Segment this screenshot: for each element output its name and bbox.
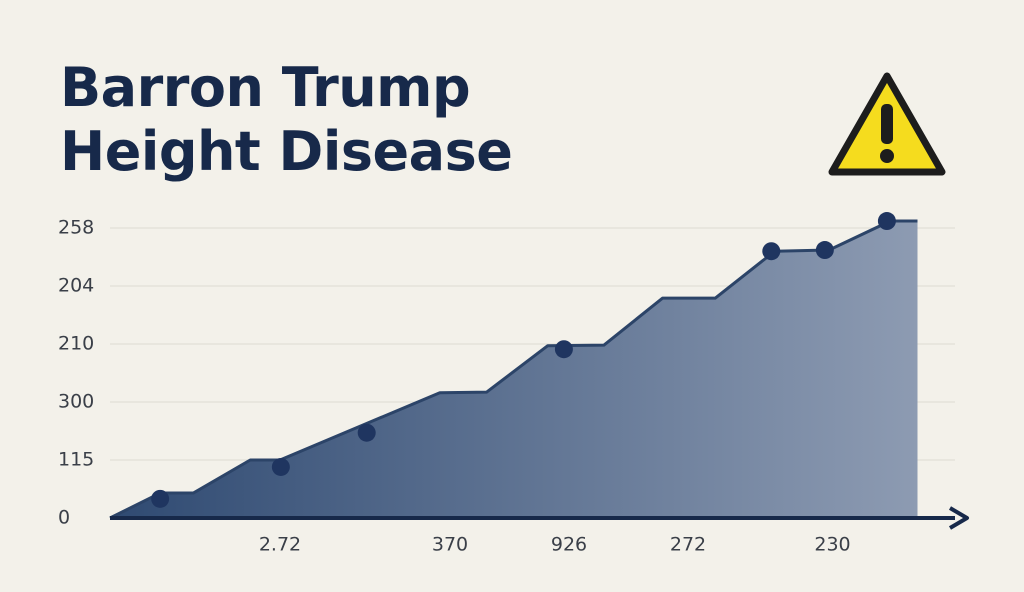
marker [271,457,290,476]
area-line [109,219,918,520]
x-tick-label: 926 [551,534,587,556]
y-tick-label: 204 [58,275,94,297]
y-tick-label: 0 [58,507,70,529]
x-tick-label: 370 [432,534,468,556]
x-tick-label: 230 [814,534,850,556]
warning-icon [828,72,946,176]
area-fill [110,221,918,519]
x-axis-arrow [948,506,969,530]
chart-title: Barron Trump Height Disease [60,56,513,183]
marker [357,423,376,442]
y-tick-label: 115 [58,449,94,471]
marker [762,242,781,261]
y-tick-label: 300 [58,391,94,413]
y-tick-label: 210 [58,333,94,355]
marker [877,212,896,231]
y-tick-label: 258 [58,217,94,239]
x-tick-label: 2.72 [259,534,301,556]
x-tick-label: 272 [670,534,706,556]
marker [151,489,170,508]
marker [554,340,573,359]
marker [815,241,834,260]
